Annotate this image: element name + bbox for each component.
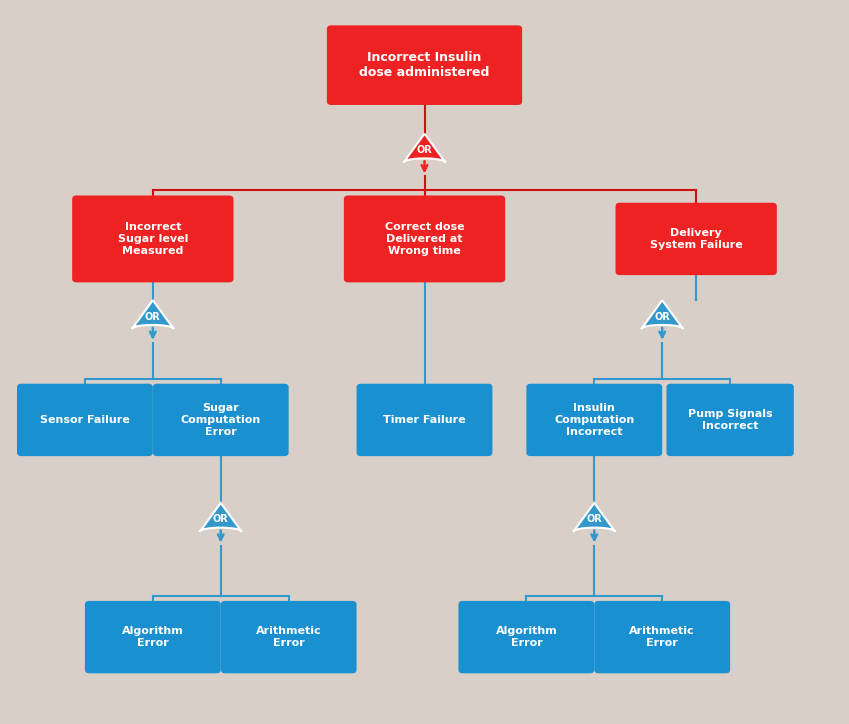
Text: Delivery
System Failure: Delivery System Failure — [649, 228, 743, 250]
Text: OR: OR — [417, 145, 432, 155]
Polygon shape — [200, 503, 242, 531]
FancyBboxPatch shape — [72, 195, 233, 282]
Text: Correct dose
Delivered at
Wrong time: Correct dose Delivered at Wrong time — [385, 222, 464, 256]
Polygon shape — [573, 503, 616, 531]
FancyBboxPatch shape — [357, 384, 492, 456]
Text: OR: OR — [655, 311, 670, 321]
Text: Sensor Failure: Sensor Failure — [40, 415, 130, 425]
FancyBboxPatch shape — [666, 384, 794, 456]
Polygon shape — [132, 300, 174, 329]
FancyBboxPatch shape — [327, 25, 522, 105]
Text: Arithmetic
Error: Arithmetic Error — [256, 626, 322, 648]
Text: OR: OR — [213, 514, 228, 524]
Text: Insulin
Computation
Incorrect: Insulin Computation Incorrect — [554, 403, 634, 437]
FancyBboxPatch shape — [17, 384, 153, 456]
FancyBboxPatch shape — [221, 601, 357, 673]
Text: Incorrect
Sugar level
Measured: Incorrect Sugar level Measured — [118, 222, 188, 256]
Text: Sugar
Computation
Error: Sugar Computation Error — [181, 403, 261, 437]
FancyBboxPatch shape — [85, 601, 221, 673]
Polygon shape — [403, 134, 446, 162]
FancyBboxPatch shape — [458, 601, 594, 673]
Text: Timer Failure: Timer Failure — [383, 415, 466, 425]
Text: OR: OR — [587, 514, 602, 524]
FancyBboxPatch shape — [594, 601, 730, 673]
FancyBboxPatch shape — [616, 203, 777, 275]
FancyBboxPatch shape — [153, 384, 289, 456]
Text: OR: OR — [145, 311, 160, 321]
Text: Algorithm
Error: Algorithm Error — [122, 626, 183, 648]
FancyBboxPatch shape — [526, 384, 662, 456]
Text: Algorithm
Error: Algorithm Error — [496, 626, 557, 648]
Polygon shape — [641, 300, 683, 329]
Text: Incorrect Insulin
dose administered: Incorrect Insulin dose administered — [359, 51, 490, 79]
FancyBboxPatch shape — [344, 195, 505, 282]
Text: Arithmetic
Error: Arithmetic Error — [629, 626, 695, 648]
Text: Pump Signals
Incorrect: Pump Signals Incorrect — [688, 409, 773, 431]
